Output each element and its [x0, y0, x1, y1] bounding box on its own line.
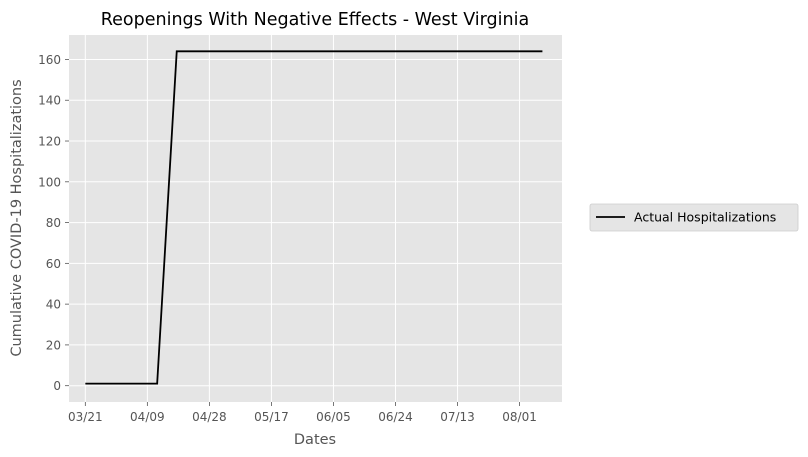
legend-entry: Actual Hospitalizations: [634, 210, 776, 225]
x-tick-label: 03/21: [68, 410, 103, 424]
y-tick-label: 100: [38, 175, 61, 189]
y-tick-label: 160: [38, 53, 61, 67]
x-tick-label: 04/09: [130, 410, 165, 424]
series-layer: [85, 50, 543, 385]
x-tick-label: 08/01: [502, 410, 537, 424]
x-axis-label: Dates: [294, 432, 336, 448]
y-axis-label: Cumulative COVID-19 Hospitalizations: [9, 79, 25, 356]
gridlines: [69, 35, 562, 402]
y-tick-label: 120: [38, 135, 61, 149]
series-line: [85, 50, 543, 385]
legend-box: [589, 203, 799, 232]
x-tick-label: 06/05: [316, 410, 351, 424]
chart-title: Reopenings With Negative Effects - West …: [101, 10, 529, 30]
x-tick-label: 06/24: [378, 410, 413, 424]
y-tick-label: 80: [46, 216, 61, 230]
x-tick-label: 07/13: [440, 410, 475, 424]
x-tick-label: 05/17: [254, 410, 289, 424]
y-tick-label: 0: [53, 379, 61, 393]
y-tick-label: 140: [38, 94, 61, 108]
y-tick-label: 60: [46, 257, 61, 271]
y-tick-label: 40: [46, 298, 61, 312]
y-tick-label: 20: [46, 338, 61, 352]
y-axis-ticks: 0 20 40 60 80 100 120 140 160: [38, 53, 69, 393]
legend: Actual Hospitalizations: [589, 203, 799, 232]
x-axis-ticks: 03/21 04/09 04/28 05/17 06/05 06/24 07/13 08/01: [68, 402, 537, 424]
plot-background: [69, 35, 562, 402]
x-tick-label: 04/28: [192, 410, 227, 424]
